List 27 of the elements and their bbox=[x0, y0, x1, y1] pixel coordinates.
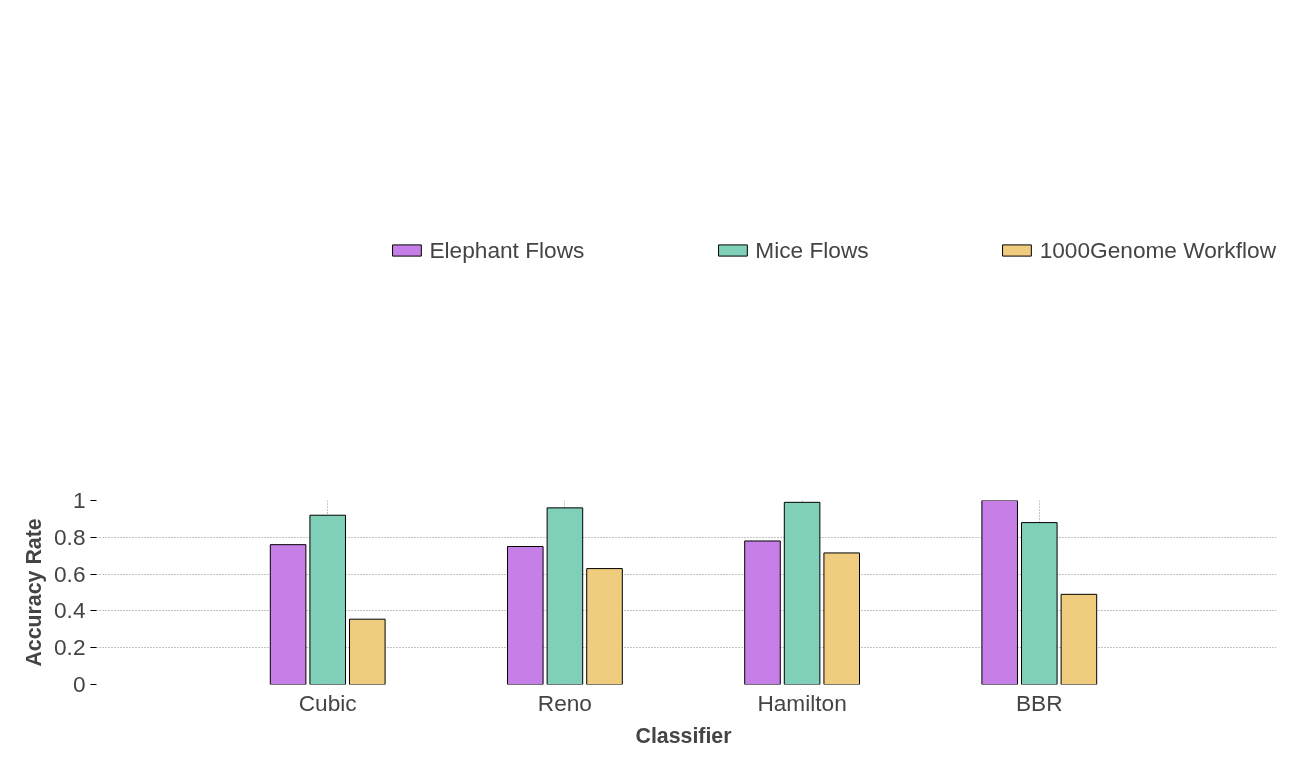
bar bbox=[349, 618, 386, 685]
bar bbox=[586, 568, 623, 685]
x-tick-label: Cubic bbox=[298, 689, 357, 716]
bar bbox=[744, 540, 781, 685]
y-tick-label: 0 bbox=[72, 671, 86, 697]
legend-label: Mice Flows bbox=[755, 236, 869, 264]
x-tick-label: Hamilton bbox=[757, 689, 847, 716]
y-tick-label: 0.4 bbox=[54, 597, 86, 624]
y-tick-label: 1 bbox=[72, 487, 86, 513]
bar bbox=[546, 507, 584, 685]
legend-label: Elephant Flows bbox=[429, 236, 585, 264]
y-tick-label: 0.8 bbox=[54, 523, 86, 550]
bar bbox=[981, 500, 1018, 685]
x-axis-title: Classifier bbox=[635, 723, 732, 748]
bar bbox=[507, 546, 544, 685]
bar bbox=[1060, 593, 1098, 685]
bar bbox=[269, 544, 307, 685]
y-axis-title: Accuracy Rate bbox=[22, 518, 46, 667]
legend-label: 1000Genome Workflow bbox=[1039, 236, 1276, 264]
y-tick-label: 0.6 bbox=[54, 560, 86, 587]
bar bbox=[823, 552, 860, 685]
bar bbox=[783, 501, 821, 685]
x-tick-label: Reno bbox=[537, 689, 592, 716]
x-tick-label: BBR bbox=[1016, 689, 1063, 716]
bar bbox=[309, 514, 346, 685]
y-tick-label: 0.2 bbox=[54, 634, 86, 661]
bar bbox=[1021, 522, 1058, 685]
